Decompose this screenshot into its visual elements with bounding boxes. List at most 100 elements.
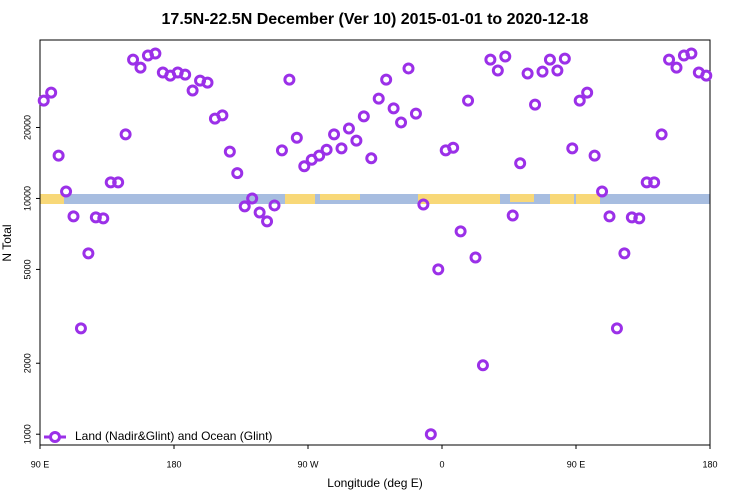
data-point xyxy=(74,322,87,335)
x-tick-label: 90 E xyxy=(567,459,586,469)
x-tick-label: 180 xyxy=(702,459,717,469)
data-point xyxy=(119,128,132,141)
plot-frame xyxy=(39,39,711,446)
data-point xyxy=(484,53,497,66)
data-point xyxy=(581,86,594,99)
data-point xyxy=(610,322,623,335)
data-point xyxy=(186,84,199,97)
data-point xyxy=(298,160,311,173)
data-point xyxy=(529,98,542,111)
data-point xyxy=(462,94,475,107)
land-band xyxy=(40,194,64,204)
data-point xyxy=(45,86,58,99)
data-point xyxy=(290,131,303,144)
data-point xyxy=(506,209,519,222)
data-point xyxy=(640,176,653,189)
data-point xyxy=(127,53,140,66)
data-point xyxy=(335,142,348,155)
data-point xyxy=(491,64,504,77)
data-point xyxy=(469,251,482,264)
data-point xyxy=(409,107,422,120)
data-point xyxy=(603,210,616,223)
data-point xyxy=(342,122,355,135)
data-point xyxy=(514,157,527,170)
ocean-band xyxy=(40,194,710,204)
data-point xyxy=(648,176,661,189)
data-point xyxy=(97,212,110,225)
data-point xyxy=(633,212,646,225)
data-point xyxy=(357,110,370,123)
data-point xyxy=(365,152,378,165)
data-point xyxy=(104,176,117,189)
data-point xyxy=(670,61,683,74)
data-point xyxy=(246,192,259,205)
data-point xyxy=(655,128,668,141)
x-tick-label: 90 E xyxy=(31,459,50,469)
data-point xyxy=(447,141,460,154)
data-point xyxy=(573,94,586,107)
data-point xyxy=(700,69,713,82)
x-tick-label: 90 W xyxy=(297,459,319,469)
data-point xyxy=(179,68,192,81)
land-band xyxy=(418,194,500,204)
land-band xyxy=(285,194,315,204)
land-band xyxy=(576,194,600,204)
data-point xyxy=(476,359,489,372)
data-point xyxy=(558,52,571,65)
x-tick-label: 180 xyxy=(166,459,181,469)
y-tick-label: 5000 xyxy=(22,259,32,279)
data-point xyxy=(350,134,363,147)
data-point xyxy=(663,53,676,66)
data-point xyxy=(320,143,333,156)
data-point xyxy=(283,73,296,86)
data-point xyxy=(551,64,564,77)
data-point xyxy=(417,198,430,211)
y-tick-label: 10000 xyxy=(22,186,32,211)
data-point xyxy=(596,185,609,198)
land-band xyxy=(320,194,360,200)
data-point xyxy=(134,61,147,74)
data-point xyxy=(380,73,393,86)
land-band xyxy=(550,194,574,204)
data-point xyxy=(216,109,229,122)
data-point xyxy=(223,145,236,158)
data-point xyxy=(112,176,125,189)
y-tick-label: 2000 xyxy=(22,353,32,373)
data-point xyxy=(372,92,385,105)
data-point xyxy=(149,47,162,60)
data-point xyxy=(424,428,437,441)
data-point xyxy=(67,210,80,223)
data-point xyxy=(201,76,214,89)
data-point xyxy=(231,167,244,180)
data-point xyxy=(268,199,281,212)
data-point xyxy=(387,102,400,115)
data-point xyxy=(499,50,512,63)
data-point xyxy=(238,200,251,213)
data-point xyxy=(275,144,288,157)
surface-band xyxy=(40,194,710,204)
legend-label: Land (Nadir&Glint) and Ocean (Glint) xyxy=(75,429,272,443)
y-tick-label: 20000 xyxy=(22,115,32,140)
data-point xyxy=(395,116,408,129)
x-tick-label: 0 xyxy=(439,459,444,469)
data-point xyxy=(60,185,73,198)
data-point xyxy=(253,206,266,219)
data-point xyxy=(432,263,445,276)
y-tick-label: 1000 xyxy=(22,424,32,444)
data-point xyxy=(402,62,415,75)
data-point xyxy=(261,215,274,228)
data-point xyxy=(536,65,549,78)
legend-marker xyxy=(49,431,61,443)
x-axis-label: Longitude (deg E) xyxy=(327,476,422,490)
data-point xyxy=(328,128,341,141)
chart-title: 17.5N-22.5N December (Ver 10) 2015-01-01… xyxy=(162,11,589,28)
data-point xyxy=(618,247,631,260)
data-point xyxy=(37,94,50,107)
data-point xyxy=(82,247,95,260)
data-point xyxy=(566,142,579,155)
data-point xyxy=(521,67,534,80)
data-point xyxy=(454,225,467,238)
data-point xyxy=(588,149,601,162)
data-point xyxy=(313,149,326,162)
